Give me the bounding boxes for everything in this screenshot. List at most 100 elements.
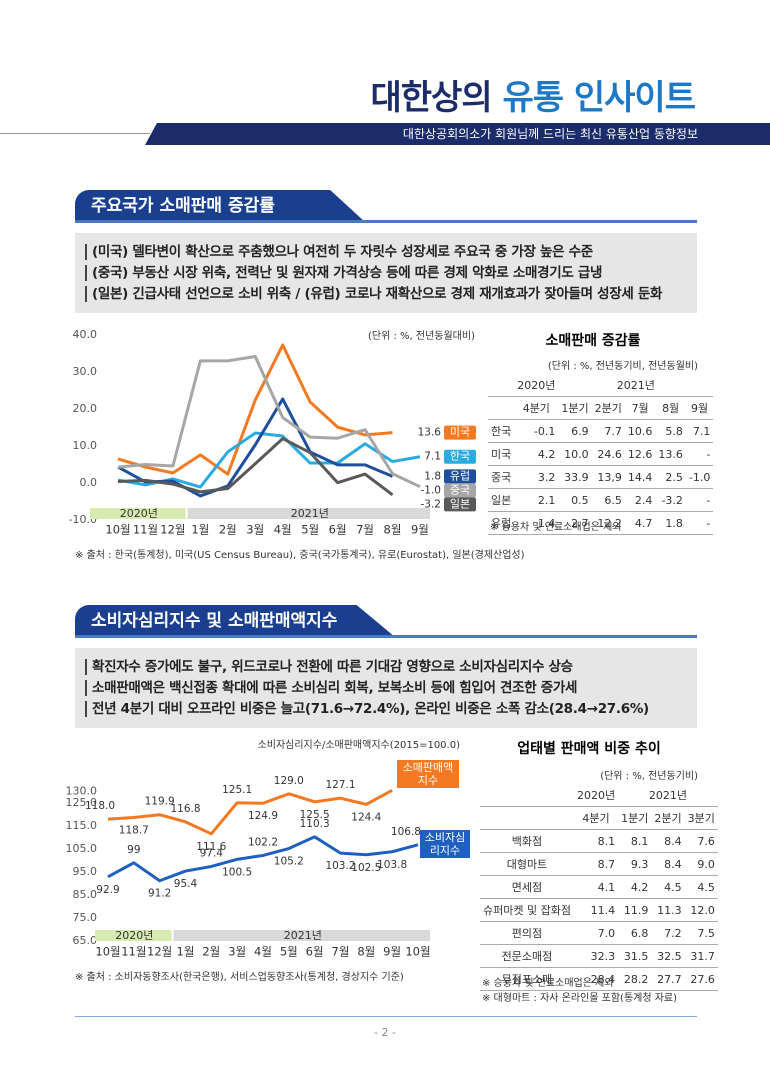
year-header: 2021년 <box>558 374 714 397</box>
value-label: 111.6 <box>196 841 226 853</box>
series-line <box>117 354 421 489</box>
table-row: 유럽 1.4 2.7 12.2 4.7 1.8- <box>488 511 714 535</box>
cell: 3.2 <box>514 465 559 489</box>
value-label: 125.1 <box>222 784 252 796</box>
series-line <box>107 789 393 836</box>
cell: 8.1 <box>573 829 619 853</box>
row-label: 한국 <box>488 419 515 443</box>
cell: 9.3 <box>618 852 652 876</box>
value-label: -1.0 <box>421 484 442 496</box>
source: ※ 출처 : 소비자동향조사(한국은행), 서비스업동향조사(통계청, 경상지수… <box>75 972 404 983</box>
cell <box>480 806 574 830</box>
value-label: 100.5 <box>222 866 252 878</box>
y-tick-label: 0.0 <box>80 476 98 489</box>
notes: ※ 승용차 및 연료소매업은 제외 ※ 대형마트 : 자사 온라인몰 포함(통계청… <box>482 974 677 1004</box>
x-tick-label: 6월 <box>306 945 324 959</box>
cell: 28.4 <box>573 967 619 991</box>
cell: - <box>685 511 714 535</box>
value-label: 118.7 <box>119 824 149 836</box>
title-part: 대한상의 <box>370 78 493 118</box>
year-header: 2021년 <box>618 784 718 807</box>
x-tick-label: 3월 <box>246 523 264 537</box>
col-header: 4분기 <box>573 806 619 830</box>
x-tick-label: 8월 <box>357 945 375 959</box>
cell: -0.1 <box>514 419 559 443</box>
cell: 27.7 <box>651 967 685 991</box>
row-label: 중국 <box>488 465 515 489</box>
y-tick-label: 85.0 <box>73 888 98 901</box>
cell: 12.0 <box>684 898 718 922</box>
value-label: 110.3 <box>300 818 330 830</box>
row-label: 편의점 <box>480 921 574 945</box>
value-label: 124.4 <box>351 811 381 823</box>
cell: 11.4 <box>573 898 619 922</box>
value-label: 97.4 <box>200 847 224 859</box>
x-tick-label: 8월 <box>384 523 402 537</box>
legend-chip <box>444 425 476 440</box>
cell: 4.7 <box>624 511 656 535</box>
table-row: 2020년 2021년 <box>480 784 718 807</box>
value-label: 105.2 <box>274 856 304 868</box>
value-label: 102.2 <box>248 836 278 848</box>
table-row: 4분기 1분기 2분기 3분기 <box>480 806 718 830</box>
cell: 2.7 <box>558 511 592 535</box>
cell: 6.8 <box>618 921 652 945</box>
table-row: 4분기 1분기 2분기 7월 8월 9월 <box>488 396 714 420</box>
y-tick-label: 20.0 <box>73 402 98 415</box>
table-row: 미국 4.2 10.0 24.6 12.6 13.6- <box>488 442 714 466</box>
x-tick-label: 10월 <box>95 945 120 959</box>
chart-unit: (단위 : %, 전년동월대비) <box>368 329 475 342</box>
row-label: 유럽 <box>488 511 515 535</box>
cell: -3.2 <box>655 488 686 512</box>
table: 2020년 2021년 4분기 1분기 2분기 3분기 백화점 8.1 8.1 8.4 7.6 대형마… <box>480 784 718 991</box>
y-tick-label: 10.0 <box>73 439 98 452</box>
rule <box>75 635 697 638</box>
x-tick-label: 7월 <box>332 945 350 959</box>
period-band <box>95 930 172 941</box>
cell: 2.4 <box>624 488 656 512</box>
cell: 7.1 <box>685 419 714 443</box>
period-band <box>187 508 430 519</box>
note: ※ 승용차 및 연료소매업은 제외 <box>490 522 622 533</box>
table-row: 편의점 7.0 6.8 7.2 7.5 <box>480 921 718 945</box>
col-header: 4분기 <box>514 396 559 420</box>
cell: 13.6 <box>655 442 686 466</box>
series-line <box>117 437 394 497</box>
row-label: 전문소매점 <box>480 944 574 968</box>
cell: 4.5 <box>651 875 685 899</box>
cell: 33.9 <box>558 465 592 489</box>
cell: 4.5 <box>684 875 718 899</box>
cell: 8.4 <box>651 829 685 853</box>
note: ※ 승용차 및 연료소매업은 제외 <box>482 978 614 989</box>
cell: 9.0 <box>684 852 718 876</box>
col-header: 8월 <box>655 396 686 420</box>
value-label: 127.1 <box>325 779 355 791</box>
bullet: (중국) 부동산 시장 위축, 전력난 및 원자재 가격상승 등에 따른 경제 … <box>85 265 687 281</box>
cell: 32.3 <box>573 944 619 968</box>
col-header: 1분기 <box>618 806 652 830</box>
x-tick-label: 12월 <box>160 523 185 537</box>
value-label: 95.4 <box>174 878 198 890</box>
bullet: 전년 4분기 대비 오프라인 비중은 늘고(71.6→72.4%), 온라인 비… <box>85 701 687 717</box>
bullet: (미국) 델타변이 확산으로 주춤했으나 여전히 두 자릿수 성장세로 주요국 … <box>85 244 687 260</box>
x-tick-label: 12월 <box>147 945 172 959</box>
legend-label: 중국 <box>450 483 470 496</box>
cell: 7.7 <box>591 419 625 443</box>
cell: 10.6 <box>624 419 656 443</box>
table-row: 슈퍼마켓 및 잡화점 11.4 11.9 11.3 12.0 <box>480 898 718 922</box>
series-line <box>117 343 393 476</box>
row-label: 대형마트 <box>480 852 574 876</box>
table-title: 소매판매 증감률 <box>545 333 641 349</box>
year-header: 2020년 <box>573 784 619 807</box>
period-band <box>173 930 430 941</box>
cell: 5.8 <box>655 419 686 443</box>
value-label: 7.1 <box>424 451 441 463</box>
table-row: 무점포소매 28.4 28.2 27.7 27.6 <box>480 967 718 991</box>
bullet: 확진자수 증가에도 불구, 위드코로나 전환에 따른 기대감 영향으로 소비자심… <box>85 659 687 675</box>
x-tick-label: 4월 <box>274 523 292 537</box>
value-label: 91.2 <box>148 888 171 900</box>
y-tick-label: 30.0 <box>73 365 98 378</box>
value-label: 103.8 <box>377 859 407 871</box>
x-tick-label: 1월 <box>177 945 195 959</box>
